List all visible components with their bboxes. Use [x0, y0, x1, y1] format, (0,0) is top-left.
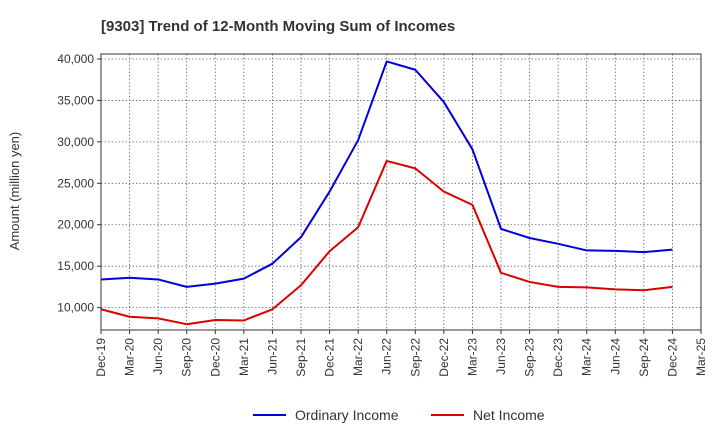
- chart-title: [9303] Trend of 12-Month Moving Sum of I…: [101, 18, 455, 35]
- legend-label-ordinary-income: Ordinary Income: [295, 407, 399, 423]
- plot-area-frame: [100, 53, 702, 331]
- x-tick-label: Sep-23: [523, 338, 537, 377]
- gridlines: [100, 54, 702, 330]
- x-tick-label: Dec-19: [94, 338, 108, 377]
- x-tick-label: Mar-24: [580, 338, 594, 376]
- x-tick-label: Jun-24: [608, 338, 622, 375]
- x-tick-label: Jun-20: [151, 338, 165, 375]
- y-tick-label: 15,000: [57, 259, 94, 273]
- x-tick-label: Sep-20: [180, 338, 194, 377]
- x-tick-label: Mar-20: [123, 338, 137, 376]
- y-tick-label: 25,000: [57, 176, 94, 190]
- y-axis-ticks: 10,000 15,000 20,000 25,000 30,000 35,000 40,0…: [57, 52, 101, 315]
- x-tick-label: Jun-23: [494, 338, 508, 375]
- x-tick-label: Sep-21: [294, 338, 308, 377]
- series-lines: [100, 60, 673, 326]
- x-tick-label: Jun-22: [380, 338, 394, 375]
- x-axis-ticks: Dec-19 Mar-20 Jun-20 Sep-20 Dec-20 Mar-21 Jun-…: [94, 330, 708, 377]
- y-tick-label: 40,000: [57, 52, 94, 66]
- x-tick-label: Jun-21: [265, 338, 279, 375]
- x-tick-label: Dec-21: [323, 338, 337, 377]
- y-axis-label: Amount (million yen): [7, 132, 22, 251]
- x-tick-label: Mar-21: [237, 338, 251, 376]
- y-tick-label: 30,000: [57, 135, 94, 149]
- x-tick-label: Sep-24: [637, 338, 651, 377]
- x-tick-label: Dec-24: [665, 338, 679, 377]
- x-tick-label: Mar-23: [465, 338, 479, 376]
- series-line-net-income: [100, 159, 673, 326]
- y-tick-label: 10,000: [57, 301, 94, 315]
- x-tick-label: Mar-22: [351, 338, 365, 376]
- series-line-ordinary-income: [100, 60, 673, 288]
- legend-label-net-income: Net Income: [473, 407, 545, 423]
- x-tick-label: Dec-23: [551, 338, 565, 377]
- x-tick-label: Dec-22: [437, 338, 451, 377]
- x-tick-label: Mar-25: [694, 338, 708, 376]
- legend: Ordinary Income Net Income: [253, 407, 545, 423]
- x-tick-label: Dec-20: [208, 338, 222, 377]
- x-tick-label: Sep-22: [408, 338, 422, 377]
- y-tick-label: 20,000: [57, 218, 94, 232]
- y-tick-label: 35,000: [57, 93, 94, 107]
